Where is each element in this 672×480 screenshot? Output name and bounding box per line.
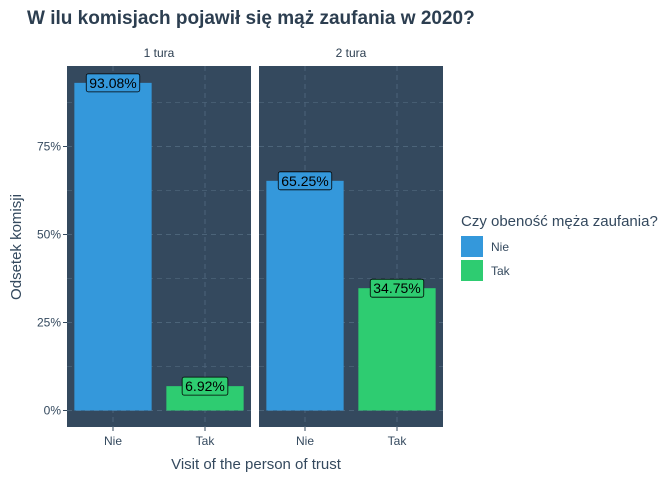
data-label-text: 65.25% xyxy=(281,173,328,189)
data-label-box xyxy=(181,376,229,396)
facet-panels: 1 tura 93.08% 6.92% Nie Tak 2 tura 65.25% 34.75… xyxy=(67,46,443,448)
x-tick-label: Nie xyxy=(104,434,122,448)
y-axis: 0% 25% 50% 75% xyxy=(37,140,67,418)
y-tick-label: 50% xyxy=(37,228,61,242)
y-axis-title: Odsetek komisji xyxy=(8,194,25,300)
data-label-box xyxy=(85,73,141,93)
x-tick-label: Tak xyxy=(196,434,216,448)
data-label-text: 6.92% xyxy=(185,378,225,394)
y-tick-label: 75% xyxy=(37,140,61,154)
facet-strip-label: 2 tura xyxy=(336,46,367,60)
facet-panel: 1 tura 93.08% 6.92% Nie Tak xyxy=(67,46,251,448)
bar xyxy=(266,180,344,411)
legend: Czy obeność męża zaufania? Nie Tak xyxy=(461,213,658,281)
x-tick-label: Tak xyxy=(388,434,408,448)
legend-title: Czy obeność męża zaufania? xyxy=(461,213,658,230)
x-tick-label: Nie xyxy=(296,434,314,448)
data-label-text: 34.75% xyxy=(373,280,420,296)
legend-label: Tak xyxy=(491,264,511,278)
data-label-text: 93.08% xyxy=(89,75,136,91)
bar xyxy=(358,288,436,411)
legend-key xyxy=(461,236,483,257)
y-tick-label: 0% xyxy=(44,404,62,418)
data-label: 93.08% xyxy=(85,73,141,93)
data-label: 65.25% xyxy=(277,171,333,191)
y-tick-label: 25% xyxy=(37,316,61,330)
data-label-box xyxy=(277,171,333,191)
legend-key xyxy=(461,260,483,281)
x-axis-title: Visit of the person of trust xyxy=(171,456,342,473)
bar xyxy=(74,82,152,411)
chart-title: W ilu komisjach pojawił się mąż zaufania… xyxy=(27,8,475,29)
data-label: 34.75% xyxy=(369,278,425,298)
data-label: 6.92% xyxy=(181,376,229,396)
data-label-box xyxy=(369,278,425,298)
facet-panel: 2 tura 65.25% 34.75% Nie Tak xyxy=(259,46,443,448)
legend-label: Nie xyxy=(491,240,509,254)
facet-strip-label: 1 tura xyxy=(144,46,175,60)
